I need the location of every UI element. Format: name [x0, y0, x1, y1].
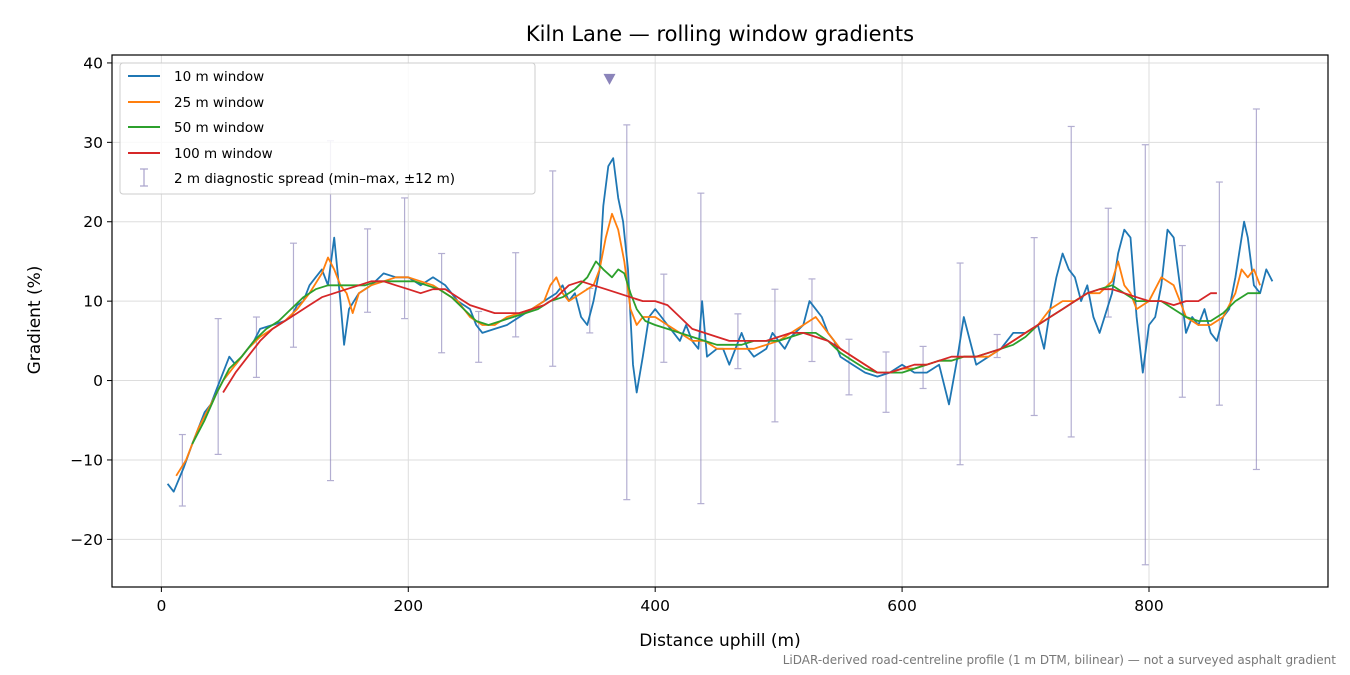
x-axis-ticks: 0 200 400 600 800 [156, 587, 1164, 615]
x-axis-label: Distance uphill (m) [639, 631, 800, 651]
y-axis-label: Gradient (%) [25, 266, 45, 375]
plot-frame [111, 54, 1329, 588]
error-bar [771, 288, 779, 423]
y-tick-label: 40 [83, 54, 103, 72]
error-bar [882, 351, 890, 413]
y-tick-label: 0 [93, 372, 103, 390]
error-bar [364, 228, 372, 313]
legend-swatch-spread [140, 168, 148, 187]
error-bar [660, 273, 668, 363]
y-axis-ticks: −20 −10 0 10 20 30 40 [70, 54, 112, 549]
error-bar [623, 124, 631, 501]
error-bar [993, 333, 1001, 359]
error-bar [956, 262, 964, 466]
y-tick-label: −20 [70, 531, 103, 549]
error-bar [512, 252, 520, 338]
legend-box [119, 62, 536, 195]
plot-area: 0 200 400 600 800 −20 −10 0 10 20 30 40 [70, 54, 1329, 615]
footnote: LiDAR-derived road-centreline profile (1… [783, 653, 1337, 667]
error-bar [1178, 244, 1186, 398]
series-line-25-m-window [175, 212, 1261, 477]
x-tick-label: 200 [393, 597, 423, 615]
y-tick-label: 30 [83, 134, 103, 152]
y-tick-label: −10 [70, 451, 103, 469]
legend-label-spread: 2 m diagnostic spread (min–max, ±12 m) [174, 171, 455, 187]
error-bar [475, 310, 483, 363]
peak-marker-group [603, 73, 616, 85]
error-bar [1215, 181, 1223, 406]
error-bar [697, 192, 705, 505]
series-lines [166, 157, 1274, 493]
series-line-100-m-window [222, 280, 1217, 393]
error-bar [289, 242, 297, 348]
error-bar [919, 345, 927, 390]
y-tick-label: 10 [83, 293, 103, 311]
error-bar [845, 338, 853, 396]
y-tick-label: 20 [83, 213, 103, 231]
error-bar [1067, 125, 1075, 438]
error-bar [438, 252, 446, 354]
x-tick-label: 800 [1134, 597, 1164, 615]
legend-label-100m: 100 m window [174, 146, 273, 162]
chart-title: Kiln Lane — rolling window gradients [526, 22, 914, 46]
peak-marker [603, 73, 616, 85]
x-tick-label: 400 [640, 597, 670, 615]
legend-label-10m: 10 m window [174, 69, 264, 85]
legend: 10 m window 25 m window 50 m window 100 … [119, 62, 536, 195]
x-tick-label: 600 [887, 597, 917, 615]
x-tick-label: 0 [156, 597, 166, 615]
error-bar [549, 170, 557, 367]
error-bar [1104, 207, 1112, 318]
legend-label-50m: 50 m window [174, 120, 264, 136]
error-bar [401, 197, 409, 320]
error-bar [252, 316, 260, 378]
legend-label-25m: 25 m window [174, 95, 264, 111]
